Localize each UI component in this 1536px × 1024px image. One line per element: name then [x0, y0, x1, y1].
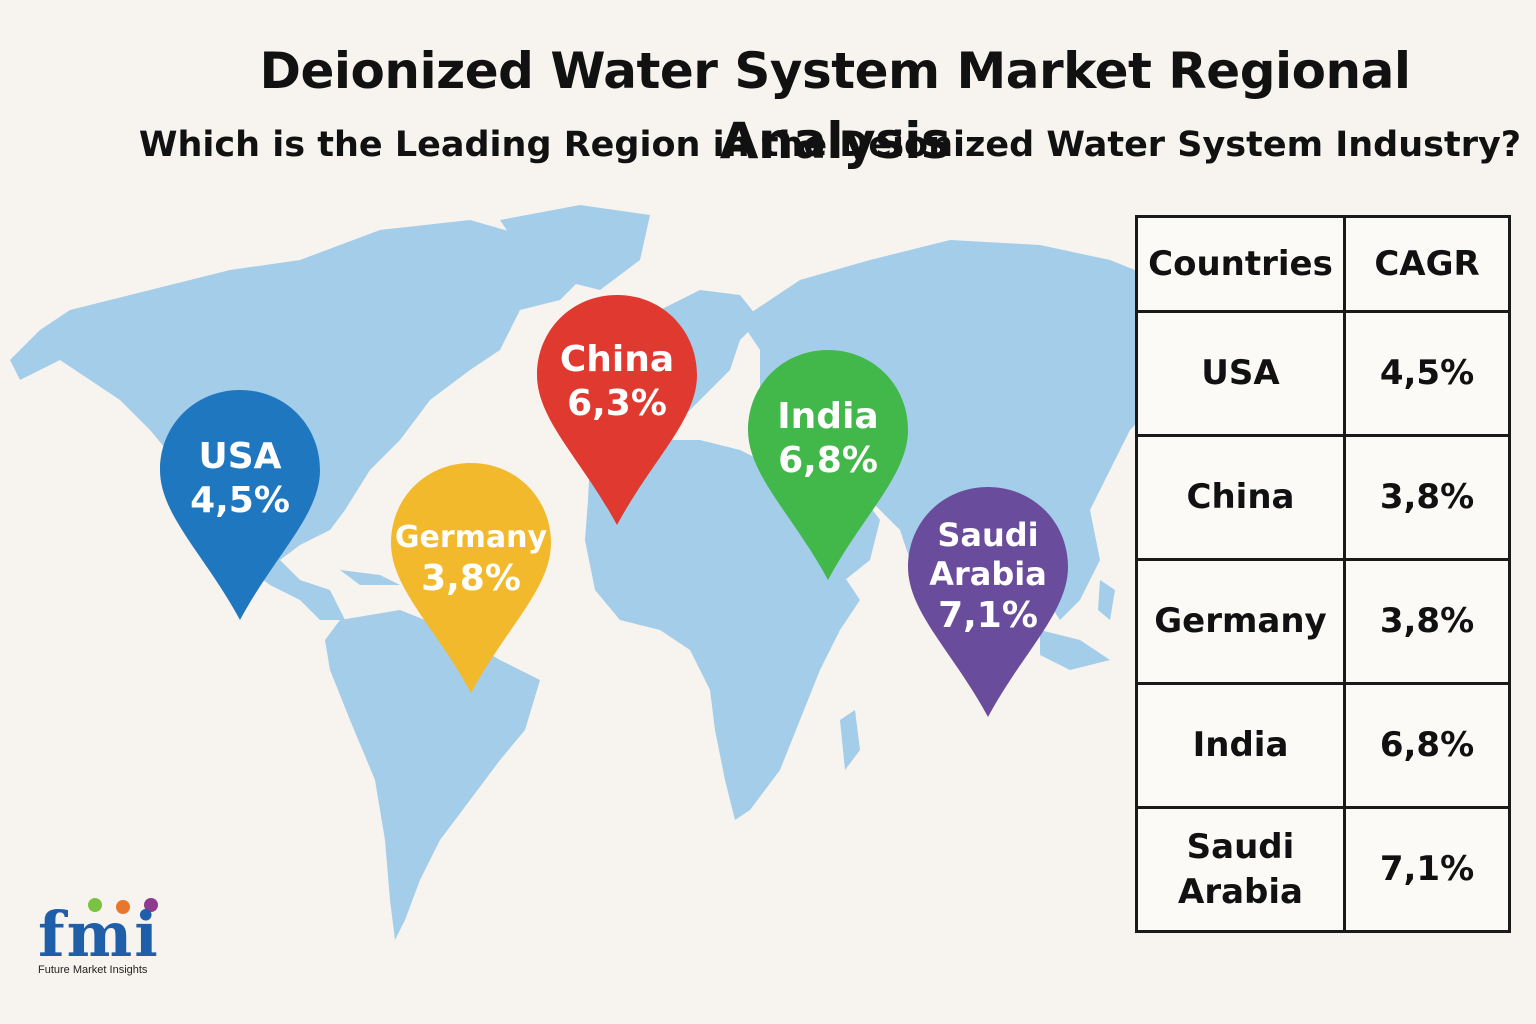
page-title: Deionized Water System Market Regional A…: [259, 42, 1411, 170]
africa-landmass: [585, 440, 860, 820]
cell-country: USA: [1135, 310, 1346, 437]
pin-label-germany: Germany: [394, 520, 548, 555]
map-pin-germany[interactable]: Germany 3,8%: [386, 458, 556, 698]
south-america-landmass: [325, 610, 540, 940]
greenland-landmass: [500, 205, 650, 290]
table-row: China 3,8%: [1135, 434, 1511, 561]
cell-country-line2: Arabia: [1178, 871, 1303, 912]
table-row: Saudi Arabia 7,1%: [1135, 806, 1511, 933]
madagascar-landmass: [840, 710, 860, 770]
cell-cagr: 3,8%: [1343, 434, 1511, 561]
table-header-row: Countries CAGR: [1135, 215, 1511, 313]
logo-dot-green: [88, 898, 102, 912]
cell-country-line1: Saudi: [1186, 827, 1295, 868]
cell-country: India: [1135, 682, 1346, 809]
pin-value-saudi-arabia: 7,1%: [938, 595, 1038, 637]
southeast-asia-islands: [1040, 630, 1110, 670]
pin-value-china: 6,3%: [567, 382, 667, 424]
map-pin-saudi-arabia[interactable]: Saudi Arabia 7,1%: [903, 482, 1073, 722]
central-america-landmass: [300, 580, 345, 620]
table-row: USA 4,5%: [1135, 310, 1511, 437]
pin-value-germany: 3,8%: [421, 557, 521, 599]
table-row: Germany 3,8%: [1135, 558, 1511, 685]
cell-cagr: 3,8%: [1343, 558, 1511, 685]
pin-label-india: India: [777, 396, 879, 437]
header-countries: Countries: [1135, 215, 1346, 313]
cell-country: Saudi Arabia: [1135, 806, 1346, 933]
pin-label-china: China: [559, 339, 675, 380]
japan-landmass: [1110, 370, 1130, 430]
pin-marker-saudi-arabia: [908, 487, 1068, 717]
north-america-landmass: [10, 220, 590, 600]
cagr-table: Countries CAGR USA 4,5% China 3,8% Germa…: [1135, 215, 1511, 933]
philippines-landmass: [1098, 580, 1115, 620]
pin-marker-china: [537, 295, 697, 525]
pin-label-saudi: Saudi: [937, 516, 1039, 554]
map-pin-usa[interactable]: USA 4,5%: [155, 385, 325, 625]
cell-country: Germany: [1135, 558, 1346, 685]
logo-name: Future Market Insights: [38, 964, 148, 976]
map-pin-china[interactable]: China 6,3%: [532, 290, 702, 530]
table-row: India 6,8%: [1135, 682, 1511, 809]
pin-label-arabia: Arabia: [929, 555, 1047, 594]
caribbean-islands: [340, 570, 400, 585]
cell-country: China: [1135, 434, 1346, 561]
pin-label-usa: USA: [198, 436, 282, 477]
logo-dot-orange: [116, 900, 130, 914]
fmi-logo: fmi Future Market Insights: [36, 898, 176, 983]
pin-value-usa: 4,5%: [190, 479, 290, 521]
header-cagr: CAGR: [1343, 215, 1511, 313]
pin-marker-germany: [391, 463, 551, 693]
cell-cagr: 7,1%: [1343, 806, 1511, 933]
pin-marker-usa: [160, 390, 320, 620]
pin-marker-india: [748, 350, 908, 580]
cell-cagr: 6,8%: [1343, 682, 1511, 809]
page-subtitle: Which is the Leading Region in the Deion…: [138, 125, 1522, 165]
cell-cagr: 4,5%: [1343, 310, 1511, 437]
logo-letters: fmi: [38, 898, 160, 971]
logo-dot-purple: [144, 898, 158, 912]
map-pin-india[interactable]: India 6,8%: [743, 345, 913, 585]
pin-value-india: 6,8%: [778, 439, 878, 481]
